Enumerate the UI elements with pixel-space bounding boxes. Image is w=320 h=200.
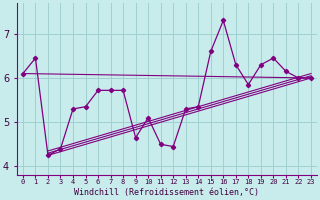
X-axis label: Windchill (Refroidissement éolien,°C): Windchill (Refroidissement éolien,°C) [75,188,260,197]
